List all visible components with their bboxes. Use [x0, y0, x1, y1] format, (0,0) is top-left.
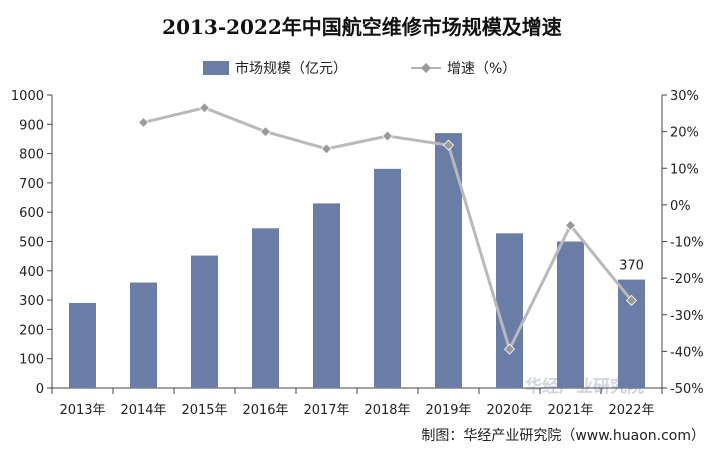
bars [69, 133, 645, 388]
left-tick-label: 700 [19, 177, 44, 192]
right-tick-label: -50% [670, 382, 704, 397]
growth-point [381, 130, 394, 142]
bar-market-size [69, 303, 96, 388]
bar-market-size [374, 168, 401, 388]
growth-point [198, 102, 211, 114]
x-tick-label: 2016年 [242, 403, 288, 418]
right-tick-label: -30% [670, 309, 704, 324]
left-tick-label: 0 [36, 382, 44, 397]
growth-point [625, 294, 638, 307]
bar-market-size [435, 133, 462, 388]
data-labels: 370 [619, 259, 644, 274]
bar-market-size [313, 203, 340, 388]
legend-line-label: 增速（%） [447, 61, 516, 77]
right-tick-label: -40% [670, 345, 704, 360]
watermark-text: 华经产业研究院 [525, 376, 644, 397]
growth-line [137, 102, 638, 355]
right-tick-label: -20% [670, 272, 704, 287]
source-note: 制图：华经产业研究院（www.huaon.com） [421, 428, 705, 444]
bar-market-size [496, 233, 523, 388]
bar-data-label: 370 [619, 259, 644, 274]
growth-point [137, 116, 150, 129]
left-tick-label: 500 [19, 236, 44, 251]
tick-labels: 0 100 200 300 400 500 600 700 800 900 1000 -50% -40%… [11, 89, 704, 418]
right-tick-label: 10% [670, 162, 699, 177]
left-tick-label: 200 [19, 323, 44, 338]
growth-point [564, 219, 577, 231]
bar-market-size [557, 241, 584, 388]
x-tick-label: 2021年 [547, 403, 593, 418]
x-tick-label: 2013年 [59, 403, 105, 418]
x-tick-label: 2018年 [364, 403, 410, 418]
growth-point [259, 126, 272, 138]
left-tick-label: 900 [19, 118, 44, 133]
legend-bar-swatch [203, 61, 229, 75]
x-tick-label: 2014年 [120, 403, 166, 418]
growth-point [503, 343, 516, 355]
x-tick-label: 2015年 [181, 403, 227, 418]
right-tick-label: -10% [670, 236, 704, 251]
bar-market-size [130, 282, 157, 388]
right-tick-label: 30% [670, 89, 699, 104]
right-tick-label: 20% [670, 126, 699, 141]
left-tick-label: 300 [19, 294, 44, 309]
chart-title: 2013-2022年中国航空维修市场规模及增速 [162, 15, 562, 39]
left-tick-label: 800 [19, 148, 44, 163]
x-tick-label: 2017年 [303, 403, 349, 418]
legend-line-marker [421, 63, 431, 73]
growth-point [442, 139, 455, 151]
x-tick-label: 2020年 [486, 403, 532, 418]
left-tick-label: 600 [19, 206, 44, 221]
legend-bar-label: 市场规模（亿元） [235, 60, 347, 77]
growth-point [320, 143, 333, 155]
bar-market-size [252, 228, 279, 388]
left-tick-label: 100 [19, 353, 44, 368]
left-tick-label: 400 [19, 265, 44, 280]
left-tick-label: 1000 [11, 89, 44, 104]
right-tick-label: 0% [670, 199, 691, 214]
x-tick-label: 2022年 [608, 403, 654, 418]
x-tick-label: 2019年 [425, 403, 471, 418]
legend: 市场规模（亿元） 增速（%） [203, 60, 516, 77]
bar-market-size [191, 255, 218, 388]
